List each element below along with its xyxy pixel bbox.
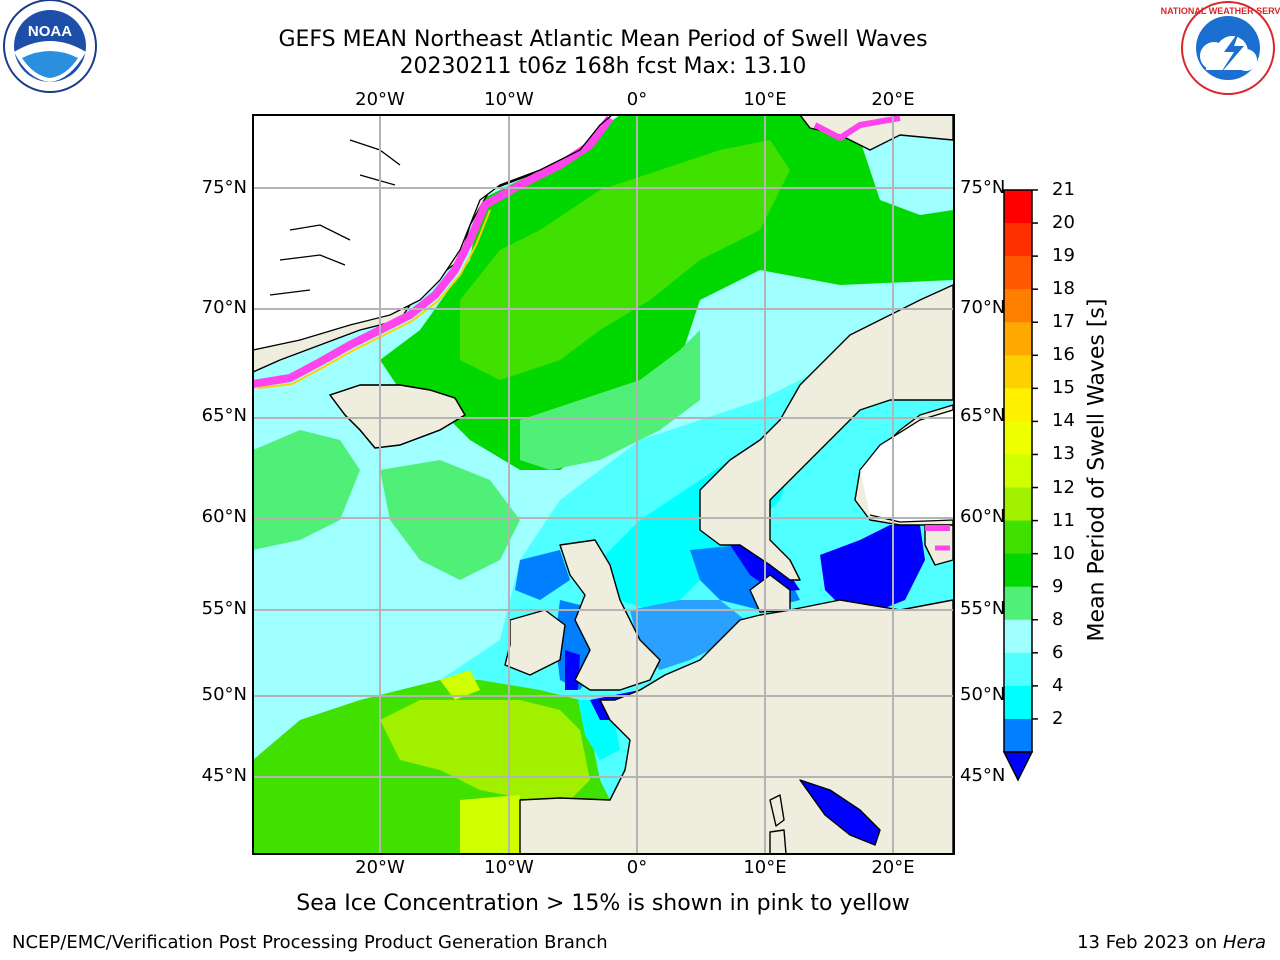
lat-label-right-50n: 50°N xyxy=(960,684,1006,705)
lat-label-right-65n: 65°N xyxy=(960,405,1006,426)
colorbar-tick-label: 18 xyxy=(1052,278,1075,300)
lat-label-right-60n: 60°N xyxy=(960,506,1006,527)
lon-label-top-20w: 20°W xyxy=(355,89,405,110)
lon-label-top-20e: 20°E xyxy=(871,89,915,110)
colorbar-tick-label: 14 xyxy=(1052,410,1075,432)
colorbar-swatch xyxy=(1004,553,1032,588)
lat-label-left-50n: 50°N xyxy=(201,684,247,705)
noaa-logo: NOAA xyxy=(3,0,97,93)
sea-ice-note: Sea Ice Concentration > 15% is shown in … xyxy=(296,891,910,916)
colorbar-swatch xyxy=(1004,322,1032,356)
colorbar-tick-label: 4 xyxy=(1052,674,1064,696)
colorbar-tick-label: 13 xyxy=(1052,443,1075,465)
colorbar-tick-label: 20 xyxy=(1052,212,1075,234)
colorbar-tick-label: 10 xyxy=(1052,542,1075,564)
lat-label-right-75n: 75°N xyxy=(960,177,1006,198)
colorbar-title: Mean Period of Swell Waves [s] xyxy=(1084,298,1110,642)
lon-label-bottom-0: 0° xyxy=(626,857,648,878)
colorbar-swatch xyxy=(1004,586,1032,621)
colorbar-tick-label: 15 xyxy=(1052,377,1075,399)
colorbar-tick-label: 16 xyxy=(1052,344,1075,366)
lat-label-right-45n: 45°N xyxy=(960,765,1006,786)
coastlines xyxy=(253,115,954,523)
colorbar-tick-label: 9 xyxy=(1052,575,1064,597)
chart-title: GEFS MEAN Northeast Atlantic Mean Period… xyxy=(278,27,928,52)
nws-logo: NATIONAL WEATHER SERVICE xyxy=(1161,1,1280,95)
colorbar xyxy=(1002,189,1038,782)
colorbar-tick-label: 2 xyxy=(1052,707,1064,729)
lon-label-top-0: 0° xyxy=(626,89,648,110)
lon-label-bottom-20w: 20°W xyxy=(355,857,405,878)
colorbar-swatch xyxy=(1004,289,1032,323)
noaa-logo-text: NOAA xyxy=(28,23,72,40)
colorbar-tick-label: 12 xyxy=(1052,476,1075,498)
lat-label-left-75n: 75°N xyxy=(201,177,247,198)
footer-host: Hera xyxy=(1222,932,1266,953)
lon-label-bottom-20e: 20°E xyxy=(871,857,915,878)
colorbar-swatch xyxy=(1004,190,1032,224)
colorbar-extend-arrow xyxy=(1002,751,1034,782)
colorbar-swatch xyxy=(1004,421,1032,455)
colorbar-tick-label: 6 xyxy=(1052,641,1064,663)
colorbar-swatch xyxy=(1004,355,1032,389)
lat-label-right-70n: 70°N xyxy=(960,297,1006,318)
lat-label-left-45n: 45°N xyxy=(201,765,247,786)
sea-ice-edge xyxy=(253,115,950,551)
nws-logo-text: NATIONAL WEATHER SERVICE xyxy=(1161,6,1280,16)
chart-subtitle: 20230211 t06z 168h fcst Max: 13.10 xyxy=(399,54,807,79)
footer-org: NCEP/EMC/Verification Post Processing Pr… xyxy=(12,932,608,953)
lat-label-left-60n: 60°N xyxy=(201,506,247,527)
colorbar-swatch xyxy=(1004,223,1032,257)
lon-label-bottom-10w: 10°W xyxy=(484,857,534,878)
colorbar-swatch xyxy=(1004,718,1032,753)
colorbar-swatch xyxy=(1004,652,1032,687)
footer-date: 13 Feb 2023 on Hera xyxy=(1077,932,1266,953)
colorbar-tick-label: 17 xyxy=(1052,311,1075,333)
lat-label-left-70n: 70°N xyxy=(201,297,247,318)
lon-label-bottom-10e: 10°E xyxy=(743,857,787,878)
colorbar-swatch xyxy=(1004,487,1032,522)
colorbar-swatch xyxy=(1004,454,1032,489)
lon-label-top-10w: 10°W xyxy=(484,89,534,110)
colorbar-swatch xyxy=(1004,619,1032,654)
colorbar-tick-label: 8 xyxy=(1052,608,1064,630)
colorbar-tick-label: 21 xyxy=(1052,179,1075,200)
map-frame xyxy=(252,114,955,855)
graticule xyxy=(253,115,954,854)
colorbar-frame xyxy=(1003,189,1033,753)
colorbar-swatch xyxy=(1004,685,1032,720)
colorbar-swatch xyxy=(1004,388,1032,422)
colorbar-tick-label: 11 xyxy=(1052,509,1075,531)
lat-label-right-55n: 55°N xyxy=(960,598,1006,619)
colorbar-swatch xyxy=(1004,256,1032,290)
map-area xyxy=(253,115,954,854)
lat-label-left-55n: 55°N xyxy=(201,598,247,619)
lon-label-top-10e: 10°E xyxy=(743,89,787,110)
lat-label-left-65n: 65°N xyxy=(201,405,247,426)
colorbar-tick-label: 19 xyxy=(1052,245,1075,267)
colorbar-swatch xyxy=(1004,520,1032,555)
